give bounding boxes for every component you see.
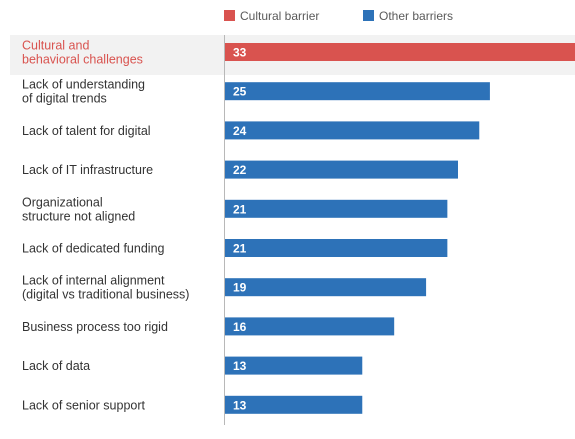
category-label: Organizational bbox=[22, 195, 103, 209]
legend-swatch-0 bbox=[224, 10, 235, 21]
bar bbox=[225, 199, 448, 218]
bar bbox=[225, 317, 395, 336]
category-label: behavioral challenges bbox=[22, 53, 143, 67]
bars: 33 25 24 22 21 21 19 16 13 13 bbox=[225, 43, 575, 414]
category-label: Business process too rigid bbox=[22, 320, 168, 334]
category-label: Cultural and bbox=[22, 39, 89, 53]
bar-value-label: 22 bbox=[233, 163, 247, 177]
category-label: (digital vs traditional business) bbox=[22, 288, 189, 302]
category-label: of digital trends bbox=[22, 92, 107, 106]
bar bbox=[225, 278, 427, 297]
category-label: Lack of talent for digital bbox=[22, 124, 151, 138]
category-label: structure not aligned bbox=[22, 209, 135, 223]
bar bbox=[225, 82, 490, 101]
category-label: Lack of data bbox=[22, 359, 90, 373]
bar bbox=[225, 160, 458, 179]
bar-value-label: 19 bbox=[233, 281, 247, 295]
bar-value-label: 21 bbox=[233, 242, 247, 256]
bar bbox=[225, 239, 448, 257]
bar-value-label: 13 bbox=[233, 398, 247, 412]
bar bbox=[225, 395, 363, 414]
legend-label-0: Cultural barrier bbox=[240, 9, 319, 23]
bar bbox=[225, 43, 575, 61]
category-label: Lack of understanding bbox=[22, 78, 145, 92]
bar-value-label: 33 bbox=[233, 46, 247, 60]
bar-value-label: 24 bbox=[233, 124, 247, 138]
bar-value-label: 25 bbox=[233, 85, 247, 99]
legend-label-1: Other barriers bbox=[379, 9, 453, 23]
bar bbox=[225, 356, 363, 375]
category-label: Lack of IT infrastructure bbox=[22, 163, 153, 177]
bar bbox=[225, 121, 480, 140]
bar-value-label: 13 bbox=[233, 359, 247, 373]
bar-value-label: 21 bbox=[233, 202, 247, 216]
legend-swatch-1 bbox=[363, 10, 374, 21]
bar-value-label: 16 bbox=[233, 320, 247, 334]
category-label: Lack of internal alignment bbox=[22, 274, 165, 288]
category-label: Lack of dedicated funding bbox=[22, 242, 165, 256]
chart-legend: Cultural barrier Other barriers bbox=[224, 9, 453, 23]
category-label: Lack of senior support bbox=[22, 398, 146, 412]
